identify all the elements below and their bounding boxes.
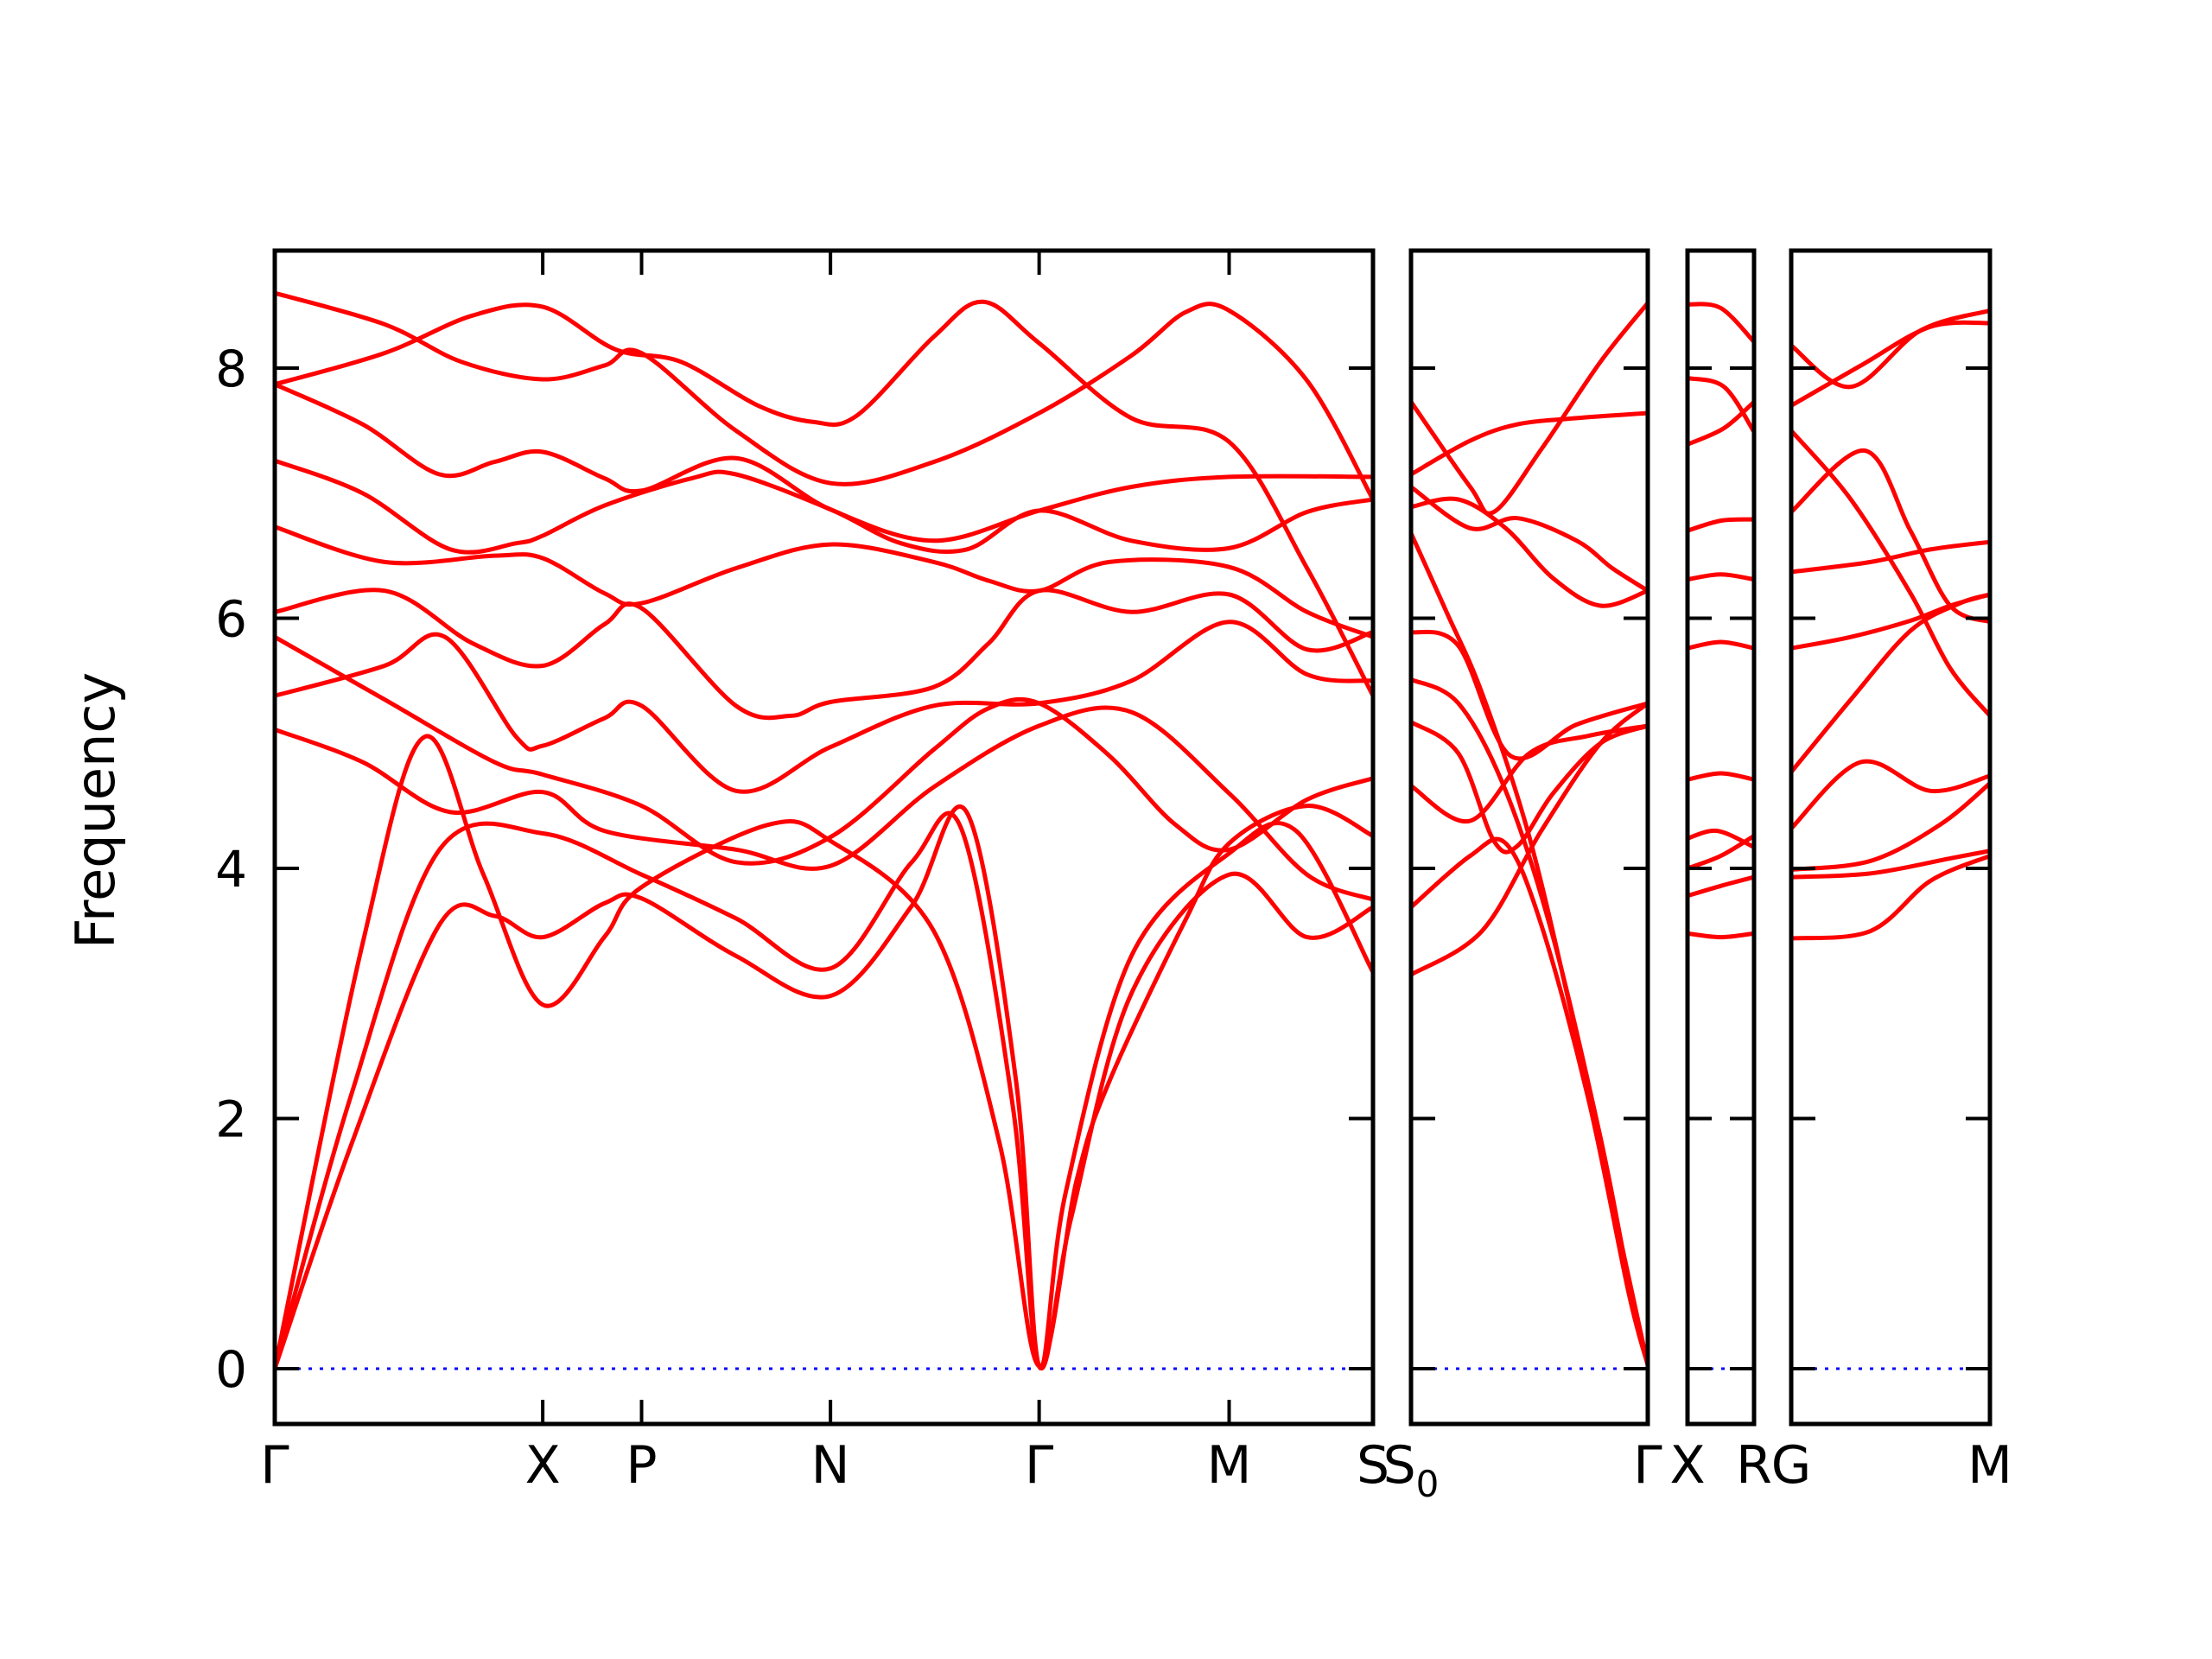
band-curve	[1688, 931, 1754, 940]
band-curves	[1411, 301, 1648, 1368]
band-curve	[275, 458, 1373, 555]
band-curve	[1791, 854, 1990, 941]
band-curve	[1791, 428, 1990, 718]
panel-frame	[272, 248, 1376, 1427]
band-curve	[1411, 836, 1648, 1368]
band-curve	[1411, 531, 1648, 1368]
y-tick-label: 8	[215, 340, 247, 398]
band-curve	[275, 810, 1373, 1371]
band-curves	[275, 290, 1373, 1371]
band-curve	[275, 290, 1373, 502]
band-curve	[275, 299, 1373, 698]
x-tick-label: X	[525, 1435, 561, 1496]
band-curve	[1791, 849, 1990, 880]
band-curve	[1411, 720, 1648, 855]
band-curves	[1791, 308, 1990, 941]
band-curve	[1791, 320, 1990, 408]
band-curve	[1688, 399, 1754, 447]
band-curve	[1688, 874, 1754, 899]
band-curve	[1791, 759, 1990, 831]
band-curve	[1411, 677, 1648, 1368]
x-tick-label: M	[1207, 1435, 1252, 1496]
band-curve	[1688, 517, 1754, 533]
band-curve	[275, 634, 1373, 866]
x-tick-label: P	[626, 1435, 657, 1496]
band-curve	[275, 620, 1373, 794]
band-curve	[275, 588, 1373, 721]
x-tick-label: Γ	[1025, 1435, 1054, 1496]
x-tick-label: N	[811, 1435, 850, 1496]
y-axis-title: Frequency	[64, 672, 127, 949]
band-curve	[1411, 485, 1648, 594]
y-tick-label: 6	[215, 590, 247, 649]
band-curve	[1688, 572, 1754, 582]
band-curve	[1411, 723, 1648, 824]
band-curve	[1411, 410, 1648, 477]
band-curves	[1688, 302, 1754, 940]
band-curve	[1688, 639, 1754, 651]
x-tick-label: M	[1967, 1435, 2012, 1496]
band-curve	[275, 382, 1373, 543]
x-tick-label: Γ	[1633, 1435, 1662, 1496]
band-curve	[1791, 781, 1990, 872]
band-curve	[1791, 592, 1990, 774]
y-tick-label: 4	[215, 840, 247, 899]
panel-frame	[1408, 248, 1650, 1427]
x-tick-label: S	[1357, 1435, 1389, 1496]
band-curve	[275, 734, 1373, 1371]
band-curve	[1791, 308, 1990, 390]
band-curve	[1688, 833, 1754, 871]
x-tick-label: Γ	[260, 1435, 289, 1496]
band-curve	[275, 804, 1373, 1371]
x-tick-label: S0	[1383, 1435, 1440, 1505]
band-curve	[1688, 302, 1754, 345]
band-curve	[1688, 376, 1754, 435]
band-curve	[1411, 701, 1648, 977]
x-tick-label: R	[1736, 1435, 1772, 1496]
panel-frame	[1789, 248, 1993, 1427]
y-tick-label: 2	[215, 1090, 247, 1149]
band-curve	[1791, 448, 1990, 625]
y-tick-label: 0	[215, 1340, 247, 1399]
band-curve	[1688, 771, 1754, 782]
x-tick-label: G	[1771, 1435, 1812, 1496]
band-curve	[1791, 539, 1990, 575]
band-curve	[275, 524, 1373, 639]
band-curve	[1411, 496, 1648, 608]
x-tick-label: X	[1669, 1435, 1705, 1496]
panel-S0-G: S0 Γ	[1383, 248, 1662, 1505]
band-curve	[1411, 301, 1648, 516]
band-curve	[275, 705, 1373, 902]
band-curve	[1411, 629, 1648, 761]
panel-frame	[1685, 248, 1757, 1427]
